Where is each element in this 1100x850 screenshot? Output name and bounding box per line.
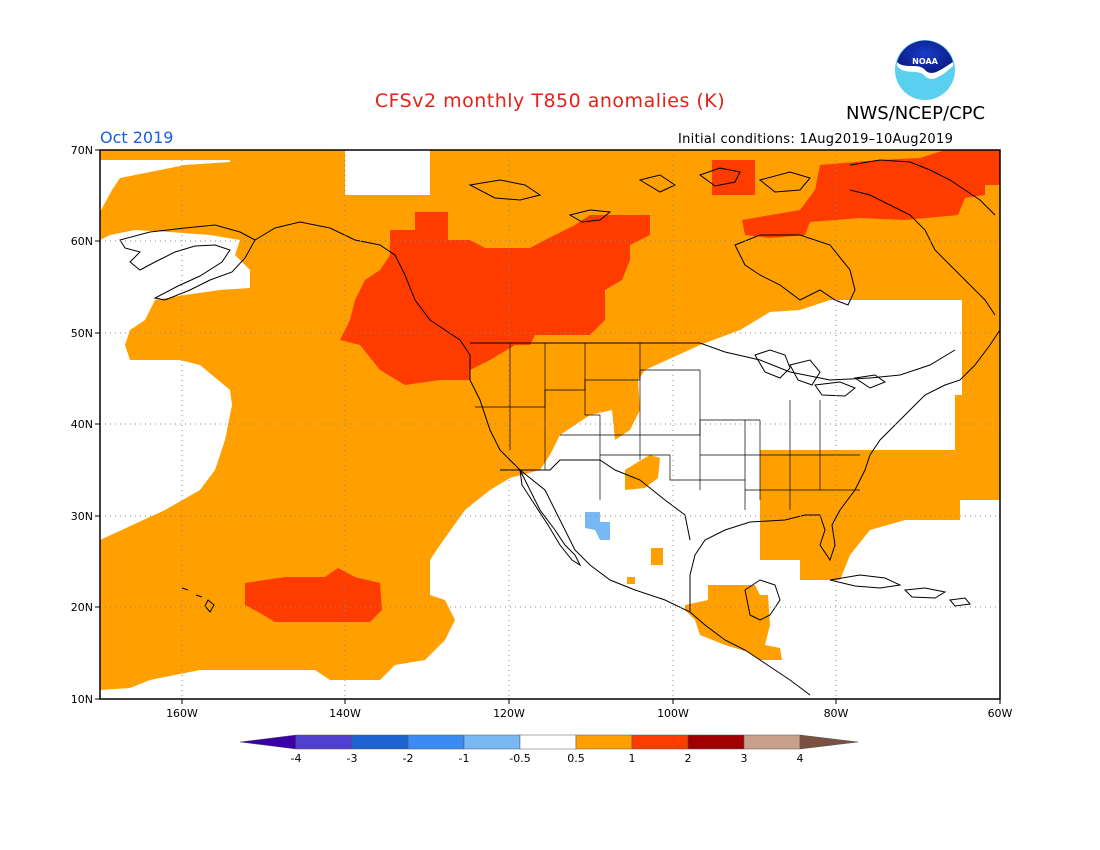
colorbar-bin-2-3 bbox=[687, 734, 745, 750]
colorbar-arrow-low bbox=[239, 734, 297, 750]
lat-label-30n: 30N bbox=[71, 510, 93, 523]
colorbar-arrow-high bbox=[799, 734, 859, 750]
latitude-axis: 10N 20N 30N 40N 50N 60N 70N bbox=[71, 144, 100, 706]
colorbar-label: 4 bbox=[797, 752, 804, 765]
lon-label-80w: 80W bbox=[824, 707, 849, 720]
coastlines-and-borders bbox=[119, 159, 1000, 696]
organization-label: NWS/NCEP/CPC bbox=[846, 103, 986, 124]
lon-label-60w: 60W bbox=[988, 707, 1013, 720]
lon-label-140w: 140W bbox=[329, 707, 361, 720]
colorbar-bin-near-normal bbox=[519, 734, 577, 750]
lat-label-10n: 10N bbox=[71, 693, 93, 706]
colorbar-bin-3-4 bbox=[743, 734, 801, 750]
lat-label-40n: 40N bbox=[71, 418, 93, 431]
colorbar-label: 2 bbox=[685, 752, 692, 765]
lon-label-120w: 120W bbox=[493, 707, 525, 720]
state-borders bbox=[475, 343, 860, 510]
map-area bbox=[100, 150, 1000, 699]
longitude-axis: 160W 140W 120W 100W 80W 60W bbox=[166, 699, 1013, 720]
colorbar-label: 1 bbox=[629, 752, 636, 765]
noaa-logo: NOAA bbox=[895, 40, 955, 100]
colorbar-label: -1 bbox=[459, 752, 470, 765]
colorbar-bin-neg1-neg05 bbox=[463, 734, 521, 750]
anomaly-region-1-2 bbox=[245, 150, 1000, 622]
graticule bbox=[100, 150, 1000, 699]
anomaly-region-near-normal bbox=[100, 150, 335, 212]
lat-label-60n: 60N bbox=[71, 235, 93, 248]
lat-label-20n: 20N bbox=[71, 601, 93, 614]
colorbar-label: 0.5 bbox=[567, 752, 585, 765]
lat-label-70n: 70N bbox=[71, 144, 93, 157]
colorbar-bin-05-1 bbox=[575, 734, 633, 750]
lon-label-160w: 160W bbox=[166, 707, 198, 720]
colorbar-bin-neg4-neg3 bbox=[295, 734, 353, 750]
anomaly-region-neg-0.5-1 bbox=[585, 512, 610, 540]
initial-conditions-label: Initial conditions: 1Aug2019–10Aug2019 bbox=[678, 132, 954, 147]
colorbar-bin-1-2 bbox=[631, 734, 689, 750]
colorbar-bin-neg3-neg2 bbox=[351, 734, 409, 750]
colorbar bbox=[239, 734, 859, 750]
colorbar-labels: -4 -3 -2 -1 -0.5 0.5 1 2 3 4 bbox=[291, 752, 804, 765]
colorbar-label: -2 bbox=[403, 752, 414, 765]
lon-label-100w: 100W bbox=[657, 707, 689, 720]
lat-label-50n: 50N bbox=[71, 327, 93, 340]
colorbar-label: 3 bbox=[741, 752, 748, 765]
colorbar-bin-neg2-neg1 bbox=[407, 734, 465, 750]
colorbar-label: -3 bbox=[347, 752, 358, 765]
colorbar-label: -4 bbox=[291, 752, 302, 765]
map-title: CFSv2 monthly T850 anomalies (K) bbox=[374, 90, 726, 112]
colorbar-label: -0.5 bbox=[509, 752, 530, 765]
noaa-logo-text: NOAA bbox=[912, 57, 938, 66]
period-label: Oct 2019 bbox=[100, 128, 174, 147]
